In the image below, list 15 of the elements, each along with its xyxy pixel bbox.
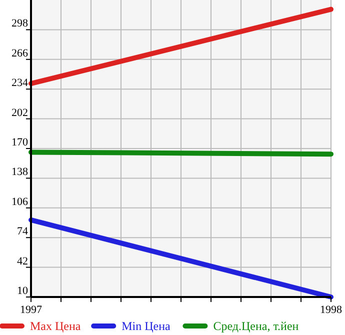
y-tick-label: 202 bbox=[12, 106, 28, 119]
y-tick-label: 74 bbox=[17, 226, 28, 238]
y-tick-label: 266 bbox=[12, 47, 28, 60]
y-tick-label: 106 bbox=[12, 196, 28, 208]
legend-label: Min Цена bbox=[122, 319, 172, 333]
y-tick-label: 170 bbox=[12, 136, 28, 148]
legend-label: Max Цена bbox=[30, 319, 82, 333]
x-tick-label: 1998 bbox=[320, 304, 342, 316]
y-tick-label: 234 bbox=[12, 77, 28, 90]
legend-label: Сред.Цена, т.йен bbox=[213, 319, 300, 333]
y-tick-label: 42 bbox=[17, 255, 28, 268]
x-tick-label: 1997 bbox=[20, 304, 42, 316]
y-tick-label: 298 bbox=[12, 18, 28, 30]
y-tick-label: 138 bbox=[12, 166, 28, 178]
y-tick-label: 10 bbox=[17, 285, 28, 297]
